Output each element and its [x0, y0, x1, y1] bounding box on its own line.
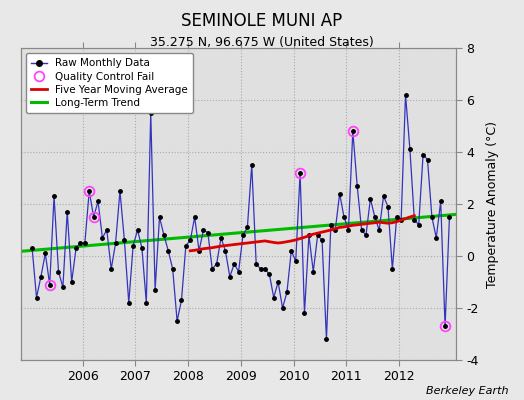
Legend: Raw Monthly Data, Quality Control Fail, Five Year Moving Average, Long-Term Tren: Raw Monthly Data, Quality Control Fail, …	[26, 53, 193, 113]
Y-axis label: Temperature Anomaly (°C): Temperature Anomaly (°C)	[486, 120, 499, 288]
Text: Berkeley Earth: Berkeley Earth	[426, 386, 508, 396]
Text: 35.275 N, 96.675 W (United States): 35.275 N, 96.675 W (United States)	[150, 36, 374, 49]
Text: SEMINOLE MUNI AP: SEMINOLE MUNI AP	[181, 12, 343, 30]
